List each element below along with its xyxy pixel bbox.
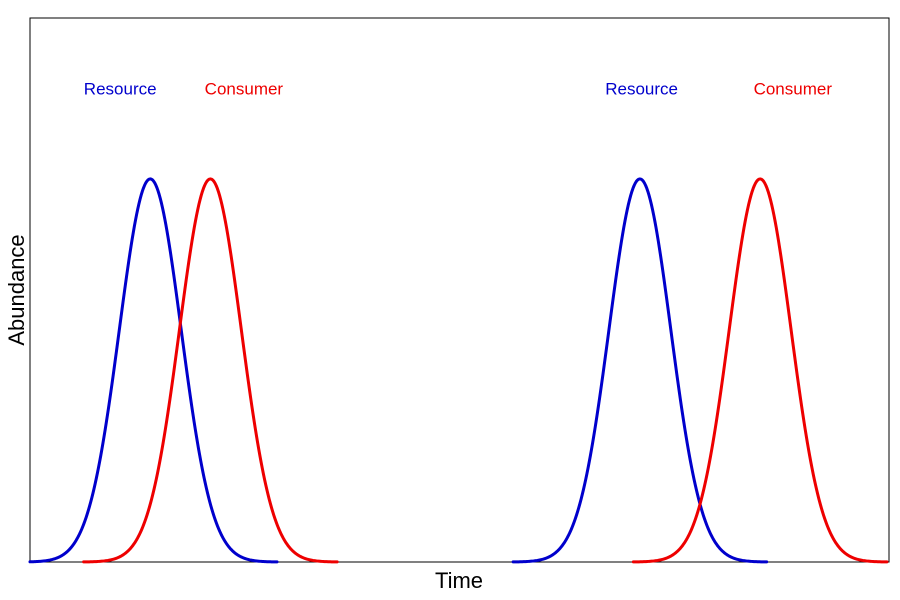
consumer-peak-1-line	[82, 177, 339, 564]
consumer-peak-2-line	[631, 177, 889, 564]
resource-annotation-3: Resource	[605, 80, 678, 99]
x-axis-label: Time	[435, 568, 483, 593]
resource-peak-1-line	[28, 177, 279, 564]
consumer-annotation-2: Consumer	[205, 80, 284, 99]
annotation-layer: Resource Consumer Resource Consumer	[84, 80, 833, 99]
resource-peak-2-line	[511, 177, 769, 564]
series-layer	[28, 177, 889, 564]
consumer-annotation-4: Consumer	[754, 80, 833, 99]
y-axis-label: Abundance	[4, 234, 29, 345]
plot-frame	[29, 17, 890, 563]
resource-annotation-1: Resource	[84, 80, 157, 99]
